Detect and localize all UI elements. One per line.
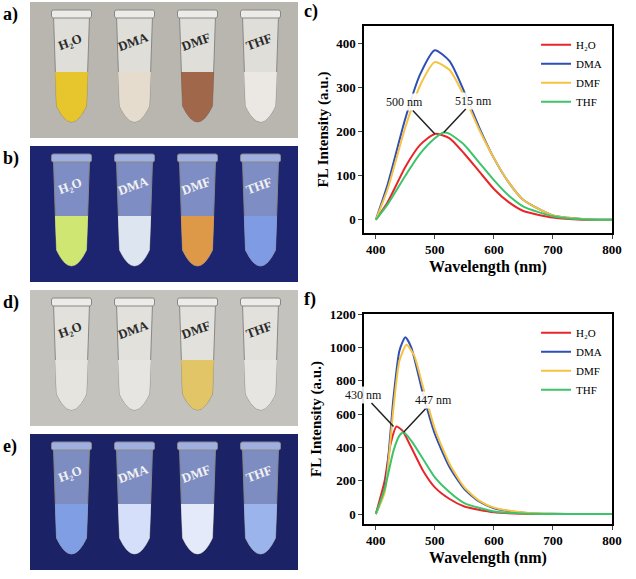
- svg-text:1000: 1000: [330, 340, 356, 355]
- svg-text:700: 700: [543, 533, 563, 548]
- svg-text:f): f): [304, 289, 316, 310]
- svg-text:DMA: DMA: [576, 58, 602, 70]
- svg-text:d): d): [3, 292, 19, 313]
- svg-text:H₂O: H₂O: [576, 327, 596, 339]
- svg-text:DMF: DMF: [576, 77, 600, 89]
- svg-text:100: 100: [336, 168, 356, 183]
- svg-text:e): e): [3, 436, 17, 457]
- svg-text:515 nm: 515 nm: [455, 94, 492, 108]
- svg-text:THF: THF: [576, 384, 597, 396]
- svg-text:DMF: DMF: [576, 365, 600, 377]
- svg-text:DMA: DMA: [116, 461, 151, 486]
- svg-text:400: 400: [336, 440, 356, 455]
- svg-text:300: 300: [336, 80, 356, 95]
- svg-text:H₂O: H₂O: [576, 39, 596, 51]
- svg-text:200: 200: [336, 124, 356, 139]
- svg-text:THF: THF: [576, 96, 597, 108]
- svg-text:430 nm: 430 nm: [345, 388, 382, 402]
- svg-text:DMF: DMF: [179, 174, 212, 198]
- svg-text:1200: 1200: [330, 307, 356, 322]
- svg-text:FL Intensity (a.u.): FL Intensity (a.u.): [315, 72, 332, 188]
- svg-text:DMA: DMA: [116, 317, 151, 342]
- svg-text:600: 600: [336, 407, 356, 422]
- svg-text:DMA: DMA: [576, 346, 602, 358]
- svg-text:200: 200: [336, 473, 356, 488]
- svg-text:THF: THF: [244, 462, 274, 485]
- svg-text:FL Intensity (a.u.): FL Intensity (a.u.): [308, 361, 325, 477]
- svg-text:H₂O: H₂O: [56, 31, 84, 53]
- svg-text:THF: THF: [244, 318, 274, 341]
- svg-text:DMA: DMA: [116, 173, 151, 198]
- svg-text:DMF: DMF: [179, 318, 212, 342]
- svg-text:H₂O: H₂O: [56, 463, 84, 485]
- svg-text:a): a): [3, 4, 18, 25]
- svg-text:500: 500: [425, 242, 445, 257]
- svg-text:H₂O: H₂O: [56, 175, 84, 197]
- svg-text:600: 600: [484, 242, 504, 257]
- svg-text:500: 500: [425, 533, 445, 548]
- svg-text:700: 700: [543, 242, 563, 257]
- svg-text:DMF: DMF: [179, 462, 212, 486]
- svg-text:Wavelength (nm): Wavelength (nm): [429, 258, 547, 276]
- svg-text:H₂O: H₂O: [56, 319, 84, 341]
- svg-text:0: 0: [349, 507, 356, 522]
- svg-text:b): b): [3, 148, 19, 169]
- svg-text:DMA: DMA: [116, 29, 151, 54]
- svg-text:THF: THF: [244, 30, 274, 53]
- svg-text:THF: THF: [244, 174, 274, 197]
- svg-text:Wavelength (nm): Wavelength (nm): [429, 549, 547, 567]
- svg-text:800: 800: [336, 373, 356, 388]
- svg-text:500 nm: 500 nm: [386, 95, 423, 109]
- svg-text:800: 800: [602, 242, 622, 257]
- svg-text:800: 800: [602, 533, 622, 548]
- svg-text:447 nm: 447 nm: [415, 393, 452, 407]
- svg-text:600: 600: [484, 533, 504, 548]
- svg-text:DMF: DMF: [179, 30, 212, 54]
- svg-text:400: 400: [336, 36, 356, 51]
- svg-text:400: 400: [366, 533, 386, 548]
- svg-text:400: 400: [366, 242, 386, 257]
- svg-text:0: 0: [349, 212, 356, 227]
- svg-text:c): c): [304, 1, 318, 22]
